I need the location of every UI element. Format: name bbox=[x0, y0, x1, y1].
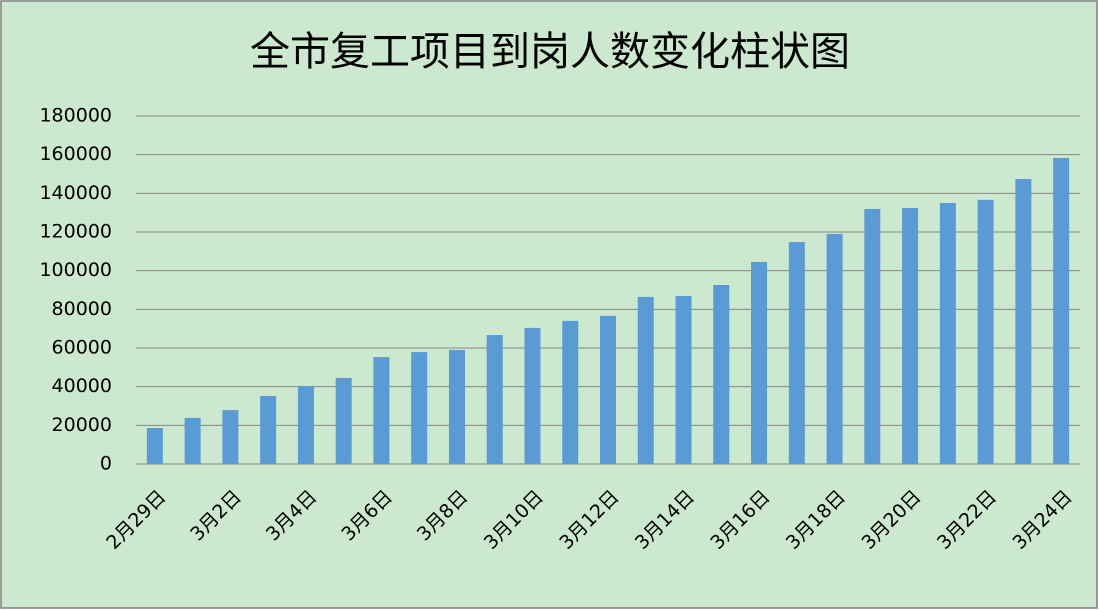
bar bbox=[600, 315, 616, 464]
y-tick-label: 60000 bbox=[52, 337, 112, 359]
bar bbox=[411, 352, 428, 464]
bar bbox=[713, 284, 730, 464]
bar bbox=[1053, 157, 1070, 464]
bar bbox=[902, 208, 919, 464]
bar bbox=[524, 327, 541, 464]
bar bbox=[751, 261, 768, 464]
y-tick-label: 40000 bbox=[52, 375, 112, 397]
y-tick-label: 140000 bbox=[39, 182, 112, 204]
y-tick-label: 80000 bbox=[52, 298, 112, 320]
y-tick-label: 160000 bbox=[39, 143, 112, 165]
y-tick-label: 100000 bbox=[39, 259, 112, 281]
bar bbox=[939, 203, 956, 464]
y-tick-label: 20000 bbox=[52, 414, 112, 436]
bar bbox=[864, 208, 881, 464]
bar bbox=[788, 242, 805, 464]
bar bbox=[486, 335, 503, 464]
y-tick-label: 180000 bbox=[39, 105, 112, 127]
bar bbox=[448, 349, 465, 464]
bar bbox=[184, 417, 201, 464]
bar bbox=[260, 395, 277, 464]
bar bbox=[1015, 179, 1032, 464]
bar bbox=[562, 320, 579, 464]
bar bbox=[826, 233, 843, 464]
bar bbox=[335, 377, 352, 464]
bar bbox=[637, 296, 654, 464]
bar bbox=[297, 386, 314, 464]
y-tick-label: 120000 bbox=[39, 221, 112, 243]
y-tick-label: 0 bbox=[100, 453, 112, 475]
bar bbox=[146, 428, 163, 464]
bar bbox=[222, 410, 239, 464]
bar bbox=[675, 295, 692, 464]
bar bbox=[977, 199, 994, 464]
bar bbox=[373, 357, 390, 464]
chart-title: 全市复工项目到岗人数变化柱状图 bbox=[250, 29, 850, 75]
